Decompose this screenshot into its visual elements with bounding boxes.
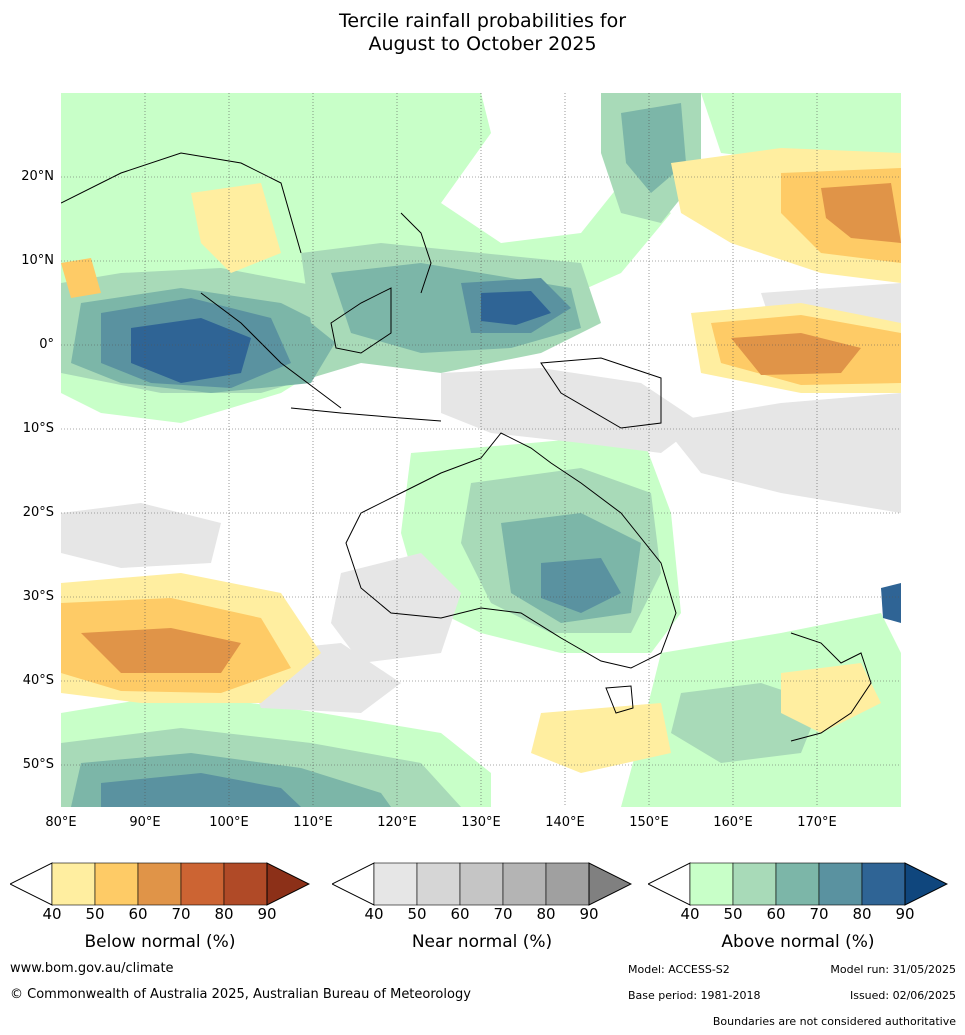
lon-tick-label: 170°E bbox=[797, 815, 837, 830]
colorbar-tick-label: 60 bbox=[128, 905, 148, 923]
colorbar-tick-label: 50 bbox=[407, 905, 427, 923]
java-coast bbox=[290, 407, 442, 422]
lon-tick-label: 120°E bbox=[377, 815, 417, 830]
colorbar-tick-label: 60 bbox=[766, 905, 786, 923]
lat-tick-label: 20°N bbox=[21, 169, 54, 184]
rainfall-probability-map bbox=[61, 93, 901, 807]
philippines-coast bbox=[400, 212, 432, 294]
colorbar-segment bbox=[775, 862, 820, 906]
colorbar-high-extension bbox=[266, 862, 310, 906]
colorbar-low-extension bbox=[332, 862, 375, 906]
colorbar-tick-label: 40 bbox=[364, 905, 384, 923]
lat-tick-label: 30°S bbox=[22, 589, 54, 604]
legend-label-above-normal: Above normal (%) bbox=[721, 932, 875, 952]
colorbar-low-extension bbox=[10, 862, 53, 906]
colorbar-segment bbox=[373, 862, 418, 906]
lon-tick-label: 160°E bbox=[713, 815, 753, 830]
colorbar-tick-label: 70 bbox=[171, 905, 191, 923]
colorbar-high-extension bbox=[588, 862, 632, 906]
colorbar-below-normal bbox=[10, 862, 310, 906]
lat-tick-label: 10°S bbox=[22, 421, 54, 436]
colorbar-tick-label: 80 bbox=[536, 905, 556, 923]
base-period: Base period: 1981-2018 bbox=[628, 989, 761, 1002]
lon-tick-label: 140°E bbox=[545, 815, 585, 830]
lon-tick-label: 130°E bbox=[461, 815, 501, 830]
borneo-coast bbox=[330, 287, 392, 354]
website-link[interactable]: www.bom.gov.au/climate bbox=[10, 961, 174, 976]
colorbar-segment bbox=[732, 862, 777, 906]
lon-tick-label: 90°E bbox=[129, 815, 161, 830]
colorbar-high-extension bbox=[904, 862, 948, 906]
colorbar-tick-label: 80 bbox=[214, 905, 234, 923]
colorbar-tick-label: 50 bbox=[85, 905, 105, 923]
colorbar-segment bbox=[502, 862, 547, 906]
colorbar-above-normal bbox=[648, 862, 948, 906]
colorbar-segment bbox=[51, 862, 96, 906]
title-line-2: August to October 2025 bbox=[368, 33, 597, 55]
tasmania-coast bbox=[605, 685, 634, 714]
lat-tick-label: 50°S bbox=[22, 757, 54, 772]
colorbar-tick-label: 60 bbox=[450, 905, 470, 923]
colorbar-segment bbox=[180, 862, 225, 906]
colorbar-low-extension bbox=[648, 862, 691, 906]
lon-tick-label: 110°E bbox=[293, 815, 333, 830]
lon-tick-label: 80°E bbox=[45, 815, 77, 830]
colorbar-near-normal bbox=[332, 862, 632, 906]
below-normal-regions bbox=[61, 148, 901, 773]
copyright-text: © Commonwealth of Australia 2025, Austra… bbox=[10, 987, 471, 1002]
lon-tick-label: 150°E bbox=[629, 815, 669, 830]
colorbar-tick-label: 90 bbox=[895, 905, 915, 923]
above-normal-regions bbox=[61, 93, 901, 807]
se-asia-coast bbox=[61, 152, 302, 254]
colorbar-tick-label: 50 bbox=[723, 905, 743, 923]
map-title: Tercile rainfall probabilities for Augus… bbox=[0, 10, 965, 56]
colorbar-segment bbox=[94, 862, 139, 906]
model-run-date: Model run: 31/05/2025 bbox=[830, 963, 956, 976]
new-guinea-coast bbox=[540, 357, 662, 429]
legend-label-near-normal: Near normal (%) bbox=[411, 932, 553, 952]
colorbar-segment bbox=[137, 862, 182, 906]
colorbar-segment bbox=[689, 862, 734, 906]
colorbar-segment bbox=[416, 862, 461, 906]
colorbar-segment bbox=[223, 862, 268, 906]
colorbar-tick-label: 40 bbox=[680, 905, 700, 923]
colorbar-tick-label: 90 bbox=[257, 905, 277, 923]
colorbar-segment bbox=[545, 862, 590, 906]
colorbar-tick-label: 70 bbox=[493, 905, 513, 923]
legend-label-below-normal: Below normal (%) bbox=[84, 932, 236, 952]
sumatra-coast bbox=[200, 292, 342, 409]
graticule bbox=[61, 93, 901, 807]
lat-tick-label: 40°S bbox=[22, 673, 54, 688]
lat-tick-label: 10°N bbox=[21, 253, 54, 268]
colorbar-segment bbox=[459, 862, 504, 906]
lat-tick-label: 0° bbox=[39, 337, 54, 352]
coastlines bbox=[61, 152, 872, 742]
boundaries-disclaimer: Boundaries are not considered authoritat… bbox=[712, 1015, 956, 1028]
colorbar-segment bbox=[818, 862, 863, 906]
colorbar-tick-label: 70 bbox=[809, 905, 829, 923]
colorbar-segment bbox=[861, 862, 906, 906]
colorbar-tick-label: 40 bbox=[42, 905, 62, 923]
title-line-1: Tercile rainfall probabilities for bbox=[338, 10, 627, 32]
australia-coast bbox=[345, 432, 677, 669]
colorbar-tick-label: 80 bbox=[852, 905, 872, 923]
lon-tick-label: 100°E bbox=[209, 815, 249, 830]
lat-tick-label: 20°S bbox=[22, 505, 54, 520]
new-zealand-coast bbox=[790, 632, 872, 742]
model-name: Model: ACCESS-S2 bbox=[628, 963, 730, 976]
colorbar-tick-label: 90 bbox=[579, 905, 599, 923]
issued-date: Issued: 02/06/2025 bbox=[849, 989, 956, 1002]
